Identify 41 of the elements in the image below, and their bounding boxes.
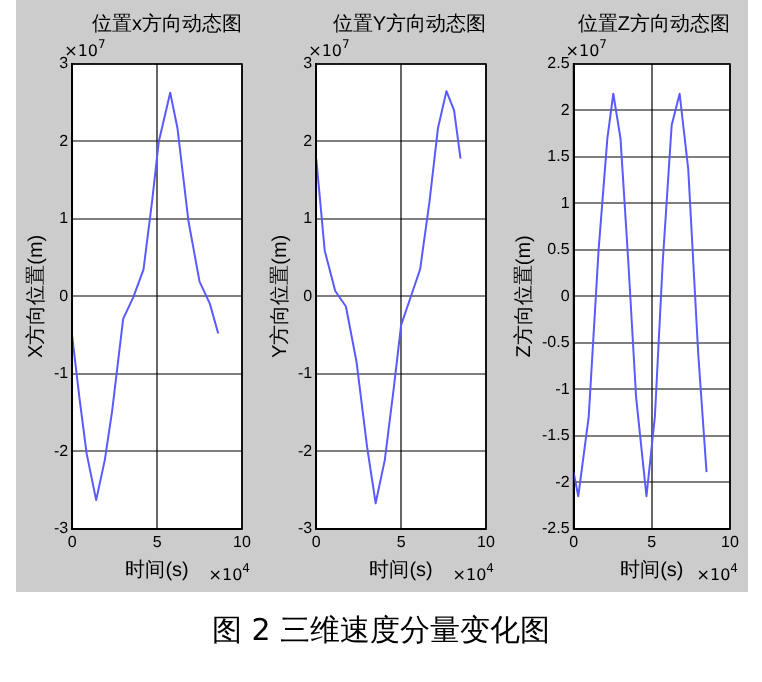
y-tick-label: -1.5 [541,426,571,445]
y-axis-title: Y方向位置(m) [267,234,292,359]
x-tick-label: 5 [396,532,407,551]
y-tick-label: 2.5 [547,54,571,73]
x-tick-label: 10 [721,532,740,551]
y-tick-label: 1 [303,209,314,228]
y-tick-label: 0.5 [547,240,571,259]
x-axis-title: 时间(s) [125,557,189,582]
x-axis-title: 时间(s) [369,557,433,582]
y-tick-label: -2 [555,472,571,491]
chart-title: 位置x方向动态图 [92,11,242,36]
y-tick-label: -1 [53,364,70,383]
y-tick-label: -3 [297,519,314,538]
chart-title: 位置Z方向动态图 [577,11,730,36]
y-tick-label: -1 [555,379,571,398]
y-tick-label: 3 [303,54,314,73]
y-tick-label: 0 [59,286,70,305]
chart-title: 位置Y方向动态图 [332,11,486,36]
caption: 图 2 三维速度分量变化图 [209,612,553,650]
y-tick-label: 2 [560,100,571,119]
y-tick-label: 0 [303,286,314,305]
y-tick-label: -1 [297,364,314,383]
x-tick-label: 5 [152,532,163,551]
y-tick-label: -3 [53,519,70,538]
y-tick-label: -2 [297,441,314,460]
y-tick-label: 3 [59,54,70,73]
y-tick-label: 2 [303,131,314,150]
y-tick-label: 0 [560,286,571,305]
y-tick-label: -2 [53,441,70,460]
y-axis-title: X方向位置(m) [23,234,48,359]
y-tick-label: 1 [560,193,571,212]
y-tick-label: 1.5 [547,147,571,166]
y-tick-label: 2 [59,131,70,150]
y-tick-label: 1 [59,209,70,228]
x-tick-label: 10 [477,532,496,551]
x-tick-label: 5 [647,532,658,551]
y-axis-title: Z方向位置(m) [511,235,536,358]
x-axis-title: 时间(s) [620,557,684,582]
x-tick-label: 10 [233,532,252,551]
y-tick-label: -0.5 [541,333,571,352]
y-tick-label: -2.5 [541,519,571,538]
